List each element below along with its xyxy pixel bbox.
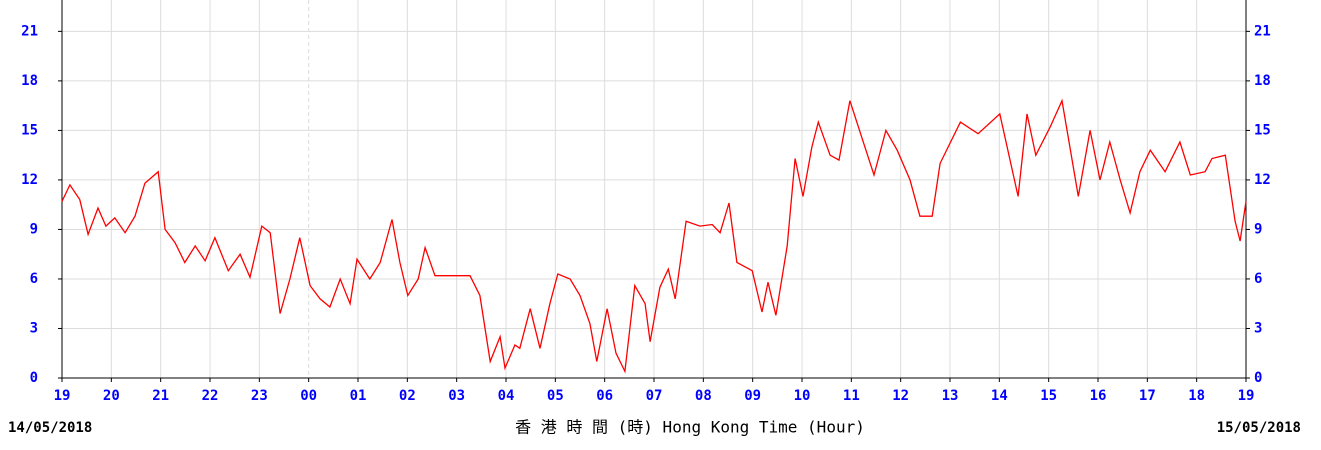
x-tick-label: 03 <box>448 388 465 404</box>
x-axis-label: 香 港 時 間 (時) Hong Kong Time (Hour) <box>515 418 865 437</box>
y-tick-label: 18 <box>21 73 38 89</box>
y2-tick-label: 3 <box>1254 320 1262 336</box>
x-tick-label: 20 <box>103 388 120 404</box>
y-tick-label: 21 <box>21 23 38 39</box>
x-tick-label: 08 <box>695 388 712 404</box>
y-tick-label: 9 <box>30 221 38 237</box>
x-tick-label: 22 <box>202 388 219 404</box>
x-tick-label: 00 <box>300 388 317 404</box>
x-tick-label: 02 <box>399 388 416 404</box>
x-tick-label: 12 <box>892 388 909 404</box>
x-tick-label: 07 <box>646 388 663 404</box>
y-tick-label: 0 <box>30 370 38 386</box>
y2-tick-label: 21 <box>1254 23 1271 39</box>
start-date: 14/05/2018 <box>8 420 92 436</box>
x-tick-label: 18 <box>1188 388 1205 404</box>
x-tick-label: 17 <box>1139 388 1156 404</box>
y2-tick-label: 0 <box>1254 370 1262 386</box>
x-tick-label: 10 <box>794 388 811 404</box>
x-tick-label: 11 <box>843 388 860 404</box>
x-tick-label: 06 <box>596 388 613 404</box>
x-tick-label: 16 <box>1090 388 1107 404</box>
y2-tick-label: 6 <box>1254 271 1262 287</box>
x-tick-label: 19 <box>1238 388 1255 404</box>
data-line <box>61 98 1247 374</box>
x-tick-label: 09 <box>744 388 761 404</box>
y2-tick-label: 9 <box>1254 221 1262 237</box>
x-tick-label: 19 <box>54 388 71 404</box>
y-tick-label: 15 <box>21 122 38 138</box>
end-date: 15/05/2018 <box>1217 420 1301 436</box>
x-tick-label: 01 <box>350 388 367 404</box>
x-tick-label: 15 <box>1040 388 1057 404</box>
y2-tick-label: 18 <box>1254 73 1271 89</box>
x-tick-label: 21 <box>152 388 169 404</box>
y-tick-label: 6 <box>30 271 38 287</box>
x-tick-label: 04 <box>498 388 515 404</box>
y-tick-label: 3 <box>30 320 38 336</box>
y-tick-label: 12 <box>21 172 38 188</box>
y2-tick-label: 15 <box>1254 122 1271 138</box>
x-tick-label: 23 <box>251 388 268 404</box>
x-tick-label: 05 <box>547 388 564 404</box>
x-tick-label: 14 <box>991 388 1008 404</box>
x-tick-label: 13 <box>942 388 959 404</box>
y2-tick-label: 12 <box>1254 172 1271 188</box>
